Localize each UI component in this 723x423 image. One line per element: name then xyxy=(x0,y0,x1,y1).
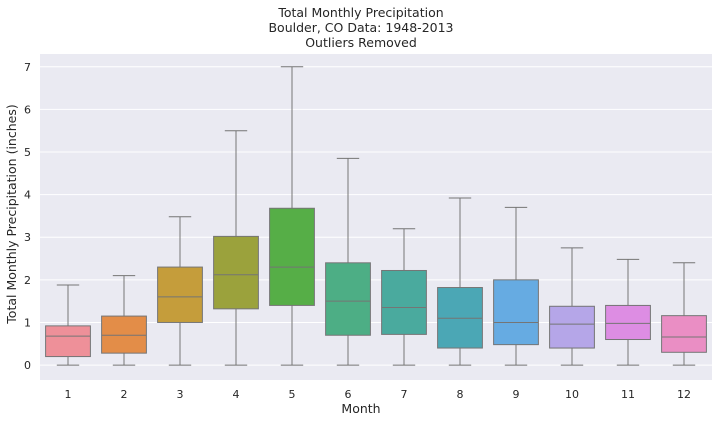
y-tick-label: 7 xyxy=(24,61,31,74)
iqr-box xyxy=(549,305,595,349)
y-axis-label: Total Monthly Precipitation (inches) xyxy=(4,104,19,324)
x-tick-label: 7 xyxy=(401,388,408,401)
iqr-box xyxy=(213,235,259,310)
iqr-box xyxy=(493,279,539,346)
iqr-box xyxy=(45,325,91,358)
iqr-box xyxy=(325,262,371,336)
box-month-6 xyxy=(325,157,371,366)
x-tick-label: 3 xyxy=(177,388,184,401)
box-series xyxy=(45,66,707,366)
x-axis-label: Month xyxy=(341,401,380,416)
y-tick-label: 5 xyxy=(24,146,31,159)
y-tick-label: 0 xyxy=(24,359,31,372)
chart-title: Total Monthly Precipitation Boulder, CO … xyxy=(268,5,453,50)
iqr-box xyxy=(157,266,203,323)
x-tick-label: 1 xyxy=(65,388,72,401)
y-tick-label: 6 xyxy=(24,103,31,116)
box-month-5 xyxy=(269,66,315,366)
y-tick-label: 4 xyxy=(24,189,31,202)
x-tick-label: 6 xyxy=(345,388,352,401)
x-tick-label: 5 xyxy=(289,388,296,401)
iqr-box xyxy=(381,269,427,335)
box-month-7 xyxy=(381,228,427,366)
title-line-3: Outliers Removed xyxy=(305,35,417,50)
x-tick-label: 9 xyxy=(513,388,520,401)
box-month-10 xyxy=(549,247,595,366)
iqr-box xyxy=(661,315,707,353)
x-tick-label: 11 xyxy=(621,388,635,401)
box-month-12 xyxy=(661,262,707,366)
box-month-9 xyxy=(493,206,539,366)
x-tick-label: 8 xyxy=(457,388,464,401)
box-month-2 xyxy=(101,275,147,366)
y-tick-label: 3 xyxy=(24,231,31,244)
iqr-box xyxy=(605,304,651,341)
x-tick-label: 4 xyxy=(233,388,240,401)
y-tick-label: 1 xyxy=(24,316,31,329)
x-tick-label: 12 xyxy=(677,388,691,401)
title-line-1: Total Monthly Precipitation xyxy=(277,5,443,20)
x-tick-label: 10 xyxy=(565,388,579,401)
box-month-4 xyxy=(213,130,259,366)
x-tick-label: 2 xyxy=(121,388,128,401)
title-line-2: Boulder, CO Data: 1948-2013 xyxy=(268,20,453,35)
y-axis-ticks: 0 1 2 3 4 5 6 7 xyxy=(24,61,31,372)
x-axis-ticks: 1 2 3 4 5 6 7 8 9 10 11 12 xyxy=(65,388,692,401)
box-month-8 xyxy=(437,197,483,366)
iqr-box xyxy=(101,315,147,354)
y-tick-label: 2 xyxy=(24,274,31,287)
iqr-box xyxy=(269,207,315,306)
gridlines xyxy=(40,66,712,366)
box-month-3 xyxy=(157,216,203,366)
plot-area xyxy=(40,54,712,380)
box-month-1 xyxy=(45,284,91,366)
box-month-11 xyxy=(605,258,651,366)
